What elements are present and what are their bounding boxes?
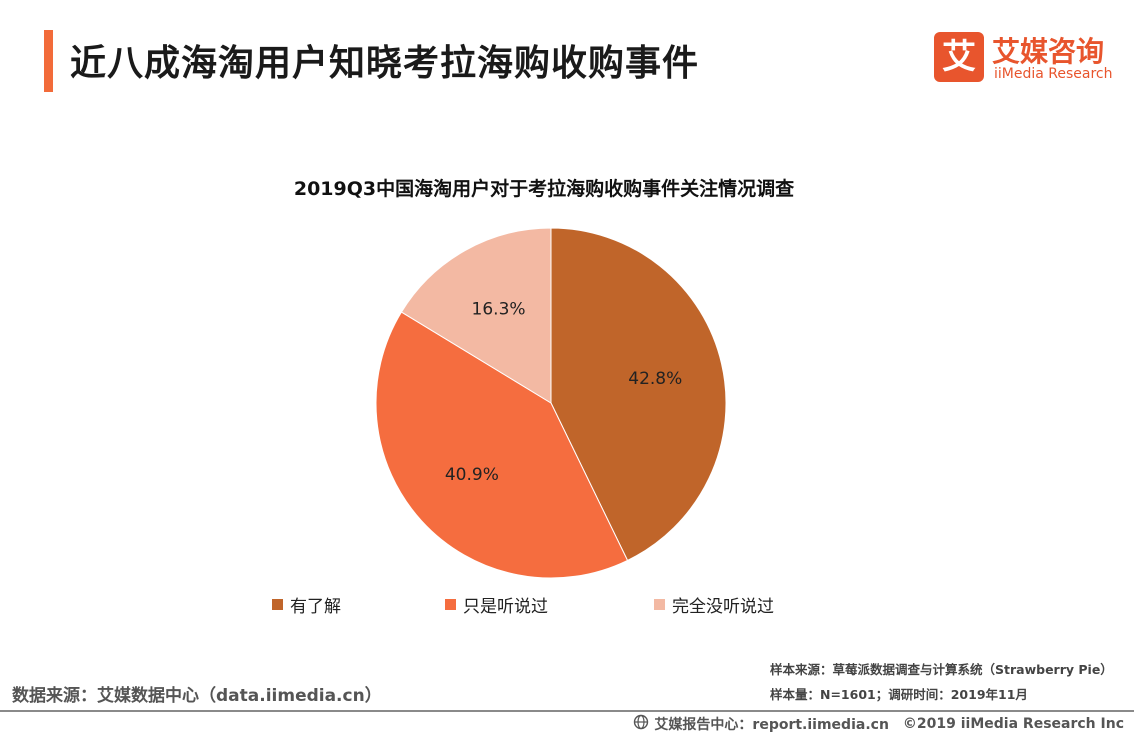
data-source: 数据来源：艾媒数据中心（data.iimedia.cn） — [12, 686, 382, 706]
legend-label-0: 有了解 — [290, 597, 341, 617]
sample-size-note: 样本量：N=1601；调研时间：2019年11月 — [770, 687, 1028, 702]
title-accent-bar — [44, 30, 53, 92]
pie-slice-1 — [375, 311, 629, 579]
logo-name-cn: 艾媒咨询 — [992, 35, 1105, 68]
pie-data-label-1: 40.9% — [445, 465, 499, 485]
legend-swatch-2 — [654, 599, 665, 610]
legend-item-0: 有了解 — [272, 592, 341, 617]
iimedia-logo: 艾 艾媒咨询 iiMedia Research — [934, 30, 1124, 86]
footer-bar: 艾媒报告中心：report.iimedia.cn ©2019 iiMedia R… — [633, 714, 1124, 734]
legend-swatch-1 — [445, 599, 456, 610]
legend-item-2: 完全没听说过 — [654, 592, 774, 617]
legend-swatch-0 — [272, 599, 283, 610]
pie-data-label-2: 16.3% — [472, 300, 526, 320]
legend-item-1: 只是听说过 — [445, 592, 548, 617]
logo-name-en: iiMedia Research — [994, 66, 1113, 82]
logo-mark-icon: 艾 — [934, 32, 984, 82]
page-title: 近八成海淘用户知晓考拉海购收购事件 — [70, 43, 700, 84]
report-center-link[interactable]: 艾媒报告中心：report.iimedia.cn — [654, 717, 889, 733]
chart-legend: 有了解 只是听说过 完全没听说过 — [0, 592, 1134, 618]
chart-title: 2019Q3中国海淘用户对于考拉海购收购事件关注情况调查 — [293, 178, 795, 200]
sample-source-note: 样本来源：草莓派数据调查与计算系统（Strawberry Pie） — [770, 662, 1113, 677]
globe-icon — [633, 714, 649, 734]
pie-data-label-0: 42.8% — [628, 369, 682, 389]
legend-label-1: 只是听说过 — [463, 597, 548, 617]
pie-slice-2 — [400, 227, 552, 404]
pie-slice-0 — [550, 227, 727, 562]
legend-label-2: 完全没听说过 — [672, 597, 774, 617]
footer-divider — [0, 710, 1134, 712]
copyright: ©2019 iiMedia Research Inc — [902, 716, 1124, 732]
